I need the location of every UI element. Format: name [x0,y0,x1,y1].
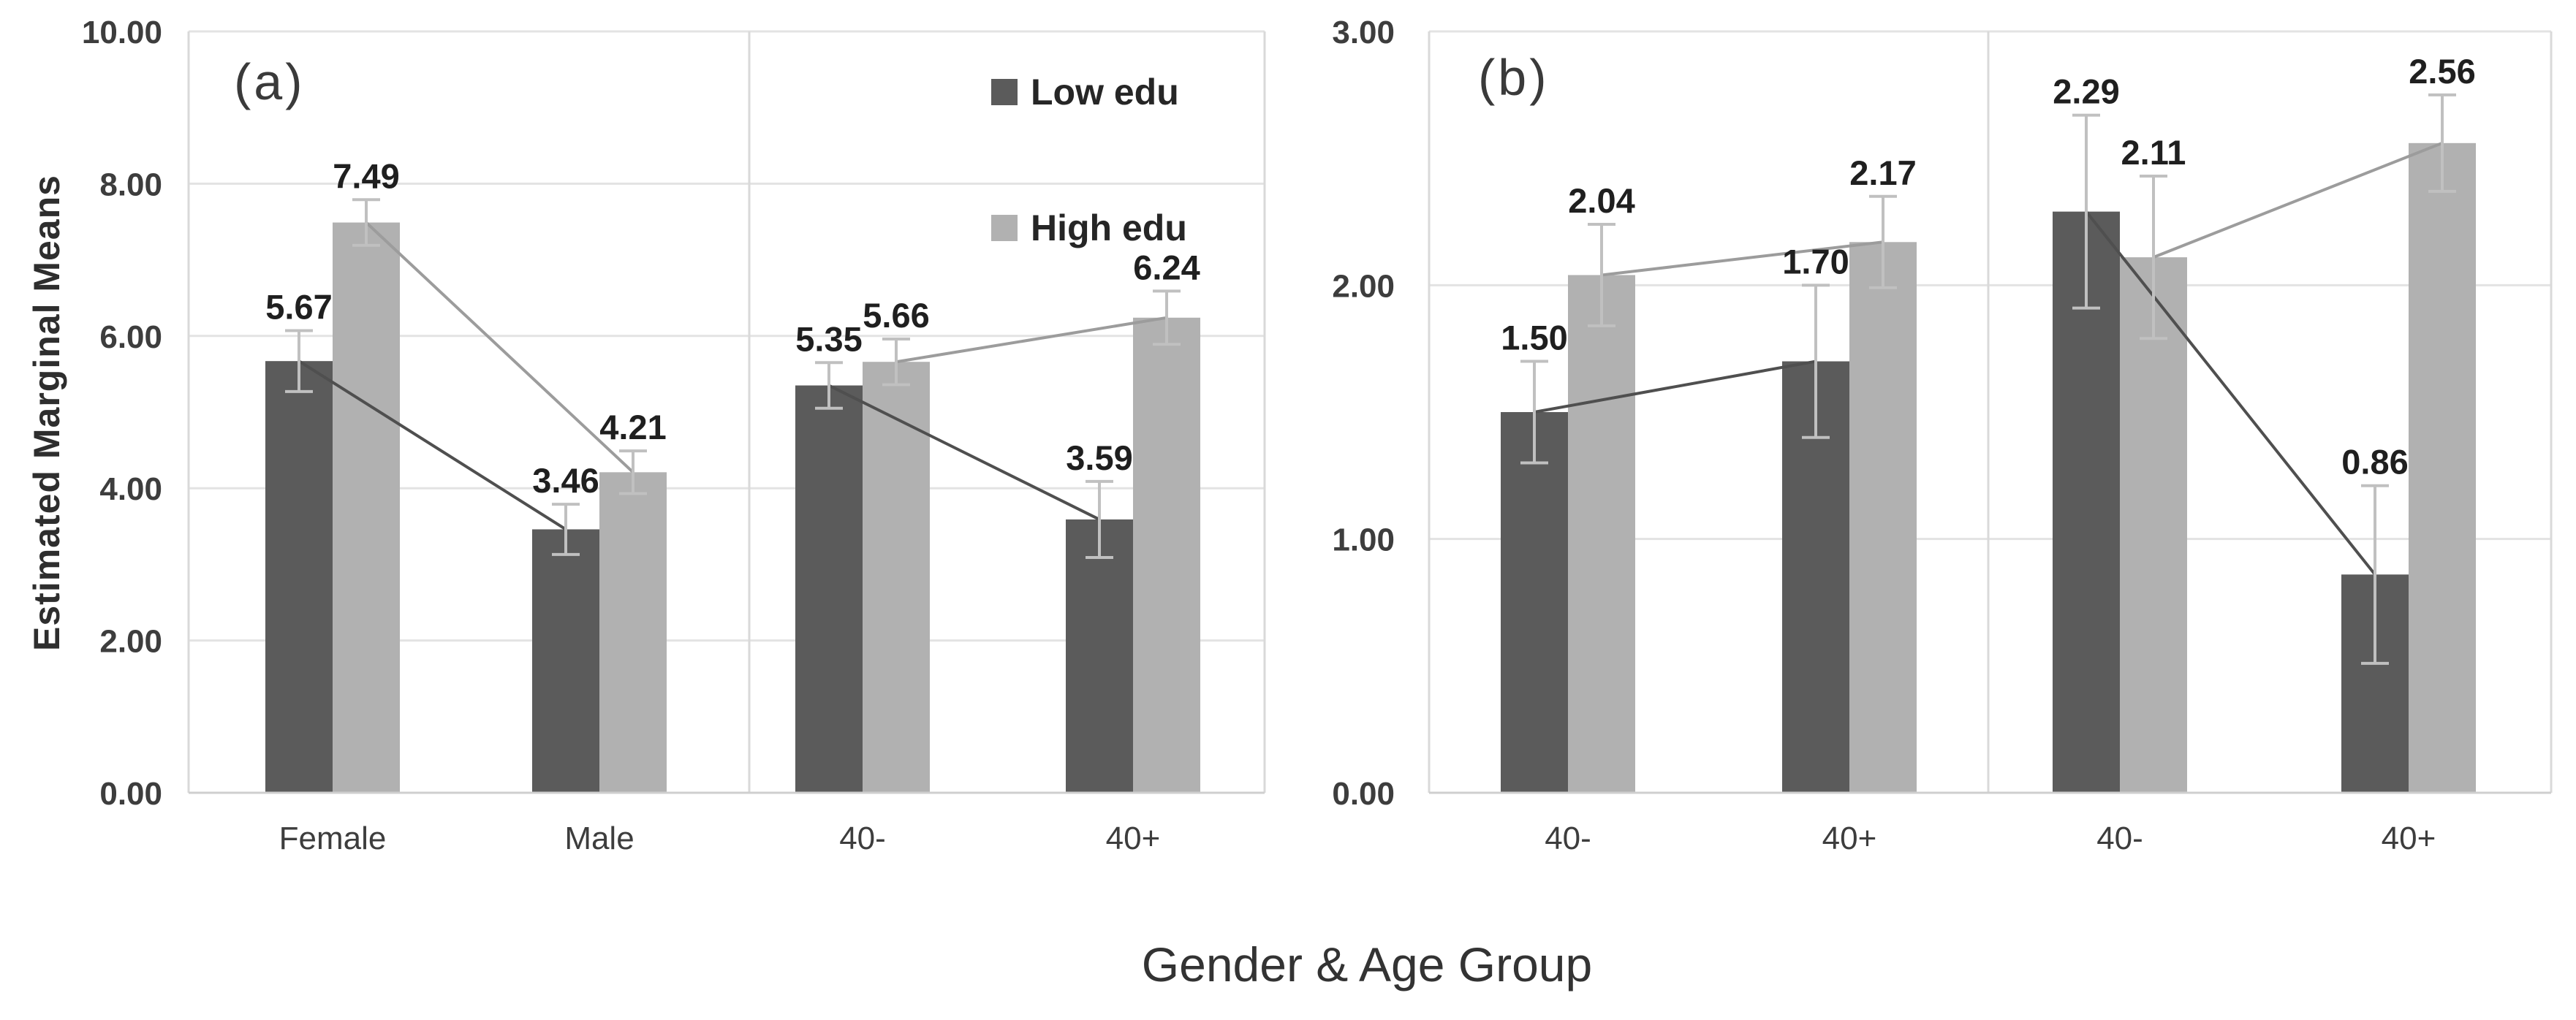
series-line-low-edu [2085,210,2376,576]
value-label-low-edu-40: 5.35 [795,319,862,358]
x-category-label: Female [279,821,387,856]
bar-high-edu-40 [1133,317,1200,793]
value-label-high-edu-40: 2.17 [1849,153,1916,192]
bar-high-edu-male [599,472,667,793]
legend: Low edu High edu [991,70,1187,250]
y-tick-label: 1.00 [1332,522,1395,558]
x-category-label: 40- [2096,821,2143,856]
y-tick-label: 0.00 [1332,776,1395,812]
y-tick-label: 4.00 [99,471,162,507]
legend-item-low-edu: Low edu [991,70,1187,114]
panel-b-label: (b) [1478,49,1550,106]
bar-low-edu-40 [795,385,863,793]
value-label-low-edu-40: 2.29 [2053,72,2119,111]
value-label-low-edu-male: 3.46 [532,461,599,500]
legend-item-high-edu: High edu [991,206,1187,250]
x-axis-title: Gender & Age Group [1141,937,1593,992]
x-category-label: 40+ [1106,821,1161,856]
y-tick-label: 8.00 [99,167,162,202]
legend-label-high-edu: High edu [1031,208,1187,248]
value-label-low-edu-40: 1.50 [1501,319,1567,357]
y-tick-label: 0.00 [99,776,162,812]
y-tick-label: 2.00 [99,624,162,660]
y-tick-label: 10.00 [82,15,162,50]
value-label-low-edu-40: 0.86 [2341,443,2408,482]
bar-low-edu-female [265,361,333,793]
value-label-high-edu-40: 5.66 [863,296,929,335]
value-label-high-edu-40: 6.24 [1133,248,1200,286]
series-line-high-edu [365,221,634,473]
high-edu-swatch-icon [991,215,1018,241]
series-line-high-edu [1601,240,1884,277]
value-label-high-edu-male: 4.21 [599,408,666,446]
bar-low-edu-40 [1066,519,1133,793]
y-tick-label: 3.00 [1332,15,1395,50]
value-label-low-edu-40: 1.70 [1782,242,1849,281]
panel-a-label: (a) [234,53,306,110]
bar-high-edu-40 [2409,142,2476,793]
bar-high-edu-40 [863,362,930,793]
series-line-high-edu [895,316,1167,364]
series-line-low-edu [298,359,567,531]
bar-high-edu-40 [2120,257,2187,793]
x-category-label: 40- [1545,821,1591,856]
bar-low-edu-40 [1501,412,1568,793]
bar-high-edu-40 [1849,242,1917,793]
value-label-high-edu-female: 7.49 [333,156,399,195]
bar-low-edu-male [532,529,599,793]
x-category-label: 40- [839,821,886,856]
legend-label-low-edu: Low edu [1031,72,1179,113]
x-category-label: 40+ [2382,821,2436,856]
value-label-low-edu-40: 3.59 [1066,438,1132,477]
y-tick-label: 6.00 [99,319,162,355]
bar-high-edu-40 [1568,275,1635,793]
value-label-high-edu-40: 2.04 [1568,181,1634,220]
x-category-label: 40+ [1822,821,1877,856]
low-edu-swatch-icon [991,79,1018,105]
bar-high-edu-female [333,222,400,793]
value-label-high-edu-40: 2.56 [2409,52,2475,91]
series-line-low-edu [1534,359,1817,414]
x-category-label: Male [564,821,634,856]
y-axis-title: Estimated Marginal Means [26,175,67,651]
value-label-low-edu-female: 5.67 [265,288,332,327]
series-line-low-edu [828,384,1100,521]
series-line-high-edu [2153,141,2443,259]
y-tick-label: 2.00 [1332,268,1395,304]
value-label-high-edu-40: 2.11 [2121,133,2186,172]
